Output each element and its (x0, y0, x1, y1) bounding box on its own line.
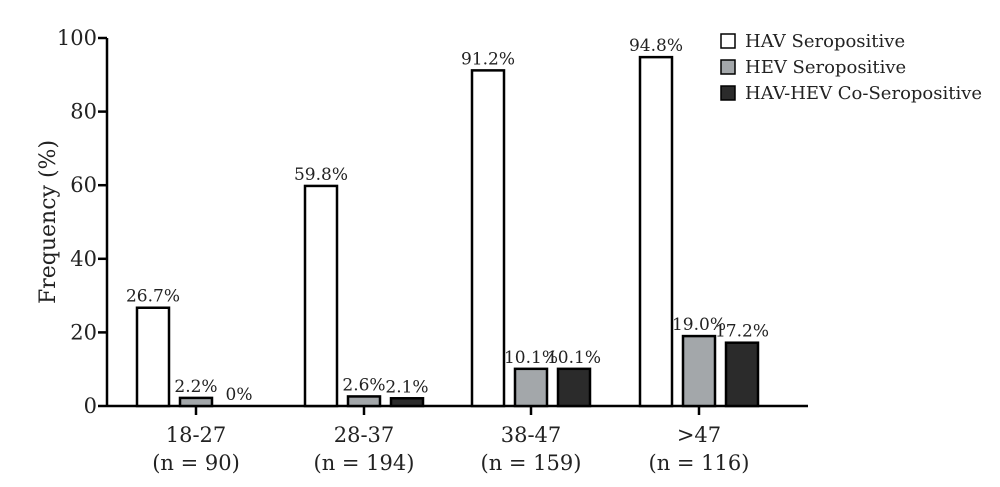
legend: HAV Seropositive HEV Seropositive HAV-HEV … (720, 31, 982, 104)
data-label: 0% (226, 385, 253, 405)
bar (556, 367, 592, 408)
bar (638, 55, 674, 408)
legend-swatch (720, 33, 736, 49)
x-category-n-label: (n = 116) (649, 451, 750, 475)
bar (470, 69, 506, 408)
y-tick-label: 80 (70, 100, 97, 124)
data-label: 91.2% (461, 49, 515, 69)
legend-swatch (720, 85, 736, 101)
data-label: 17.2% (715, 322, 769, 342)
legend-label: HAV-HEV Co-Seropositive (745, 83, 982, 104)
y-axis-title: Frequency (%) (36, 140, 61, 304)
legend-label: HAV Seropositive (745, 31, 905, 52)
data-label: 2.1% (385, 377, 428, 397)
data-labels: 26.7% 59.8% 91.2% 94.8% 2.2% 2.6% 10.1% 19.0% 0%… (126, 36, 769, 405)
bar (724, 341, 760, 408)
data-label: 26.7% (126, 287, 180, 307)
bar (681, 334, 717, 408)
data-label: 19.0% (672, 315, 726, 335)
data-label: 2.6% (342, 375, 385, 395)
y-axis: 0 20 40 60 80 100 (57, 26, 109, 418)
bar (135, 306, 171, 408)
x-category-n-label: (n = 90) (152, 451, 240, 475)
bars (135, 55, 760, 408)
data-label: 2.2% (174, 377, 217, 397)
bar (178, 396, 214, 408)
x-axis: 18-27 (n = 90) 28-37 (n = 194) 38-47 (n = 159… (107, 404, 808, 475)
bar (513, 367, 549, 408)
legend-label: HEV Seropositive (745, 57, 906, 78)
y-tick-label: 60 (70, 173, 97, 197)
bar (346, 395, 382, 408)
data-label: 94.8% (629, 36, 683, 56)
y-tick-label: 40 (70, 247, 97, 271)
y-tick-label: 100 (57, 26, 97, 50)
x-category-label: 38-47 (501, 423, 562, 447)
bar (389, 397, 425, 408)
data-label: 10.1% (547, 348, 601, 368)
legend-swatch (720, 59, 736, 75)
x-category-label: 18-27 (166, 423, 227, 447)
x-category-label: 28-37 (334, 423, 395, 447)
x-category-n-label: (n = 194) (314, 451, 415, 475)
y-tick-label: 0 (84, 394, 97, 418)
data-label: 59.8% (294, 165, 348, 185)
bar (303, 184, 339, 408)
x-category-label: >47 (677, 423, 721, 447)
data-label: 10.1% (504, 348, 558, 368)
x-category-n-label: (n = 159) (481, 451, 582, 475)
y-tick-label: 20 (70, 320, 97, 344)
